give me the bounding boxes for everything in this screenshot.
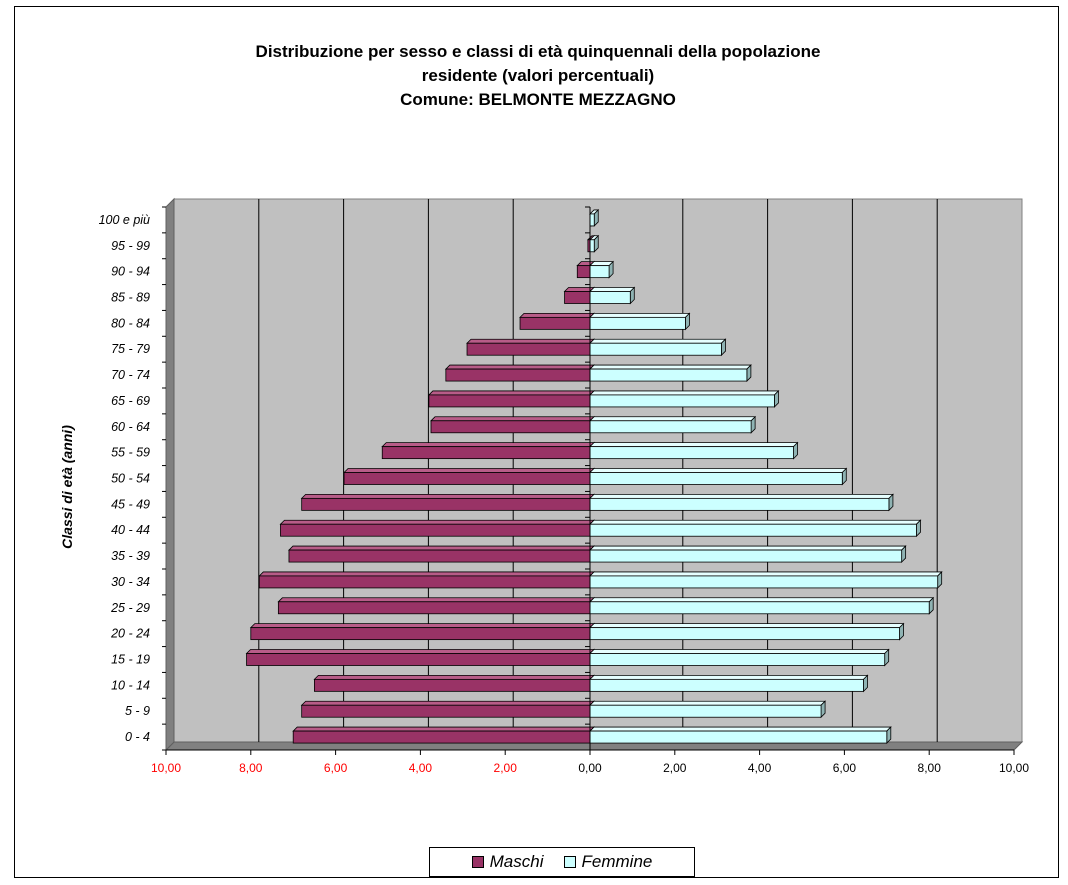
legend-swatch-femmine xyxy=(563,856,576,868)
legend-swatch-maschi xyxy=(471,856,484,868)
bar-maschi-1 xyxy=(300,700,595,719)
category-label: 90 - 94 xyxy=(111,265,150,279)
chart-title-line-1: Distribuzione per sesso e classi di età … xyxy=(255,42,821,61)
bar-femmine-13 xyxy=(589,389,780,408)
legend-item-maschi: Maschi xyxy=(471,852,544,872)
bar-maschi-8 xyxy=(279,519,595,538)
bar-maschi-15 xyxy=(466,338,595,357)
legend-label-maschi: Maschi xyxy=(489,852,544,871)
x-tick-label: 2,00 xyxy=(494,761,518,775)
bar-femmine-2 xyxy=(589,674,869,693)
bar-femmine-20 xyxy=(589,208,600,227)
x-tick-label: 4,00 xyxy=(748,761,772,775)
bar-femmine-7 xyxy=(589,545,907,564)
bar-maschi-4 xyxy=(249,622,595,641)
bar-femmine-4 xyxy=(589,622,905,641)
axes xyxy=(162,206,1015,755)
bar-femmine-0 xyxy=(589,726,892,745)
category-label: 15 - 19 xyxy=(111,653,150,667)
category-label: 55 - 59 xyxy=(111,446,150,460)
category-label: 10 - 14 xyxy=(111,678,150,692)
bar-maschi-2 xyxy=(313,674,595,693)
bar-maschi-13 xyxy=(427,389,595,408)
x-tick-label: 6,00 xyxy=(324,761,348,775)
bar-femmine-1 xyxy=(589,700,827,719)
category-label: 70 - 74 xyxy=(111,368,150,382)
category-label: 5 - 9 xyxy=(125,704,150,718)
y-axis-tick-labels: 0 - 4 5 - 9 10 - 14 15 - 19 20 - 24 25 - 29 30… xyxy=(99,213,150,744)
category-label: 50 - 54 xyxy=(111,472,150,486)
x-axis-tick-labels: 10,00 8,00 6,00 4,00 2,00 0,00 2,00 4,00 6,00 8,0… xyxy=(151,761,1029,775)
x-tick-label: 8,00 xyxy=(918,761,942,775)
category-label: 75 - 79 xyxy=(111,342,150,356)
bar-femmine-6 xyxy=(589,570,943,589)
legend-label-femmine: Femmine xyxy=(581,852,653,871)
x-tick-label: 4,00 xyxy=(409,761,433,775)
bar-maschi-14 xyxy=(444,364,595,383)
category-label: 80 - 84 xyxy=(111,316,150,330)
chart-title-line-2: residente (valori percentuali) xyxy=(421,66,655,85)
category-label: 35 - 39 xyxy=(111,549,150,563)
x-tick-label: 8,00 xyxy=(239,761,263,775)
chart-title-line-3: Comune: BELMONTE MEZZAGNO xyxy=(400,90,676,109)
bar-femmine-19 xyxy=(589,234,600,253)
bar-femmine-8 xyxy=(589,519,922,538)
bar-femmine-15 xyxy=(589,338,727,357)
x-tick-label: 6,00 xyxy=(833,761,857,775)
category-label: 60 - 64 xyxy=(111,420,150,434)
bar-femmine-11 xyxy=(589,441,799,460)
bar-femmine-5 xyxy=(589,596,935,615)
x-tick-label: 10,00 xyxy=(999,761,1029,775)
bar-maschi-0 xyxy=(292,726,595,745)
legend: Maschi Femmine xyxy=(429,847,695,877)
category-label: 40 - 44 xyxy=(111,523,150,537)
bar-maschi-12 xyxy=(430,415,595,434)
category-label: 65 - 69 xyxy=(111,394,150,408)
bar-femmine-17 xyxy=(589,286,636,305)
bar-maschi-7 xyxy=(287,545,595,564)
bar-maschi-9 xyxy=(300,493,595,512)
bar-maschi-16 xyxy=(519,312,595,331)
x-tick-label: 0,00 xyxy=(578,761,602,775)
x-tick-label: 2,00 xyxy=(663,761,687,775)
bar-femmine-16 xyxy=(589,312,691,331)
legend-item-femmine: Femmine xyxy=(563,852,653,872)
bar-maschi-5 xyxy=(277,596,595,615)
category-label: 30 - 34 xyxy=(111,575,150,589)
category-label: 25 - 29 xyxy=(110,601,150,615)
chart-title: Distribuzione per sesso e classi di età … xyxy=(0,40,1068,112)
category-label: 85 - 89 xyxy=(111,291,150,305)
bar-maschi-11 xyxy=(381,441,595,460)
x-tick-label: 10,00 xyxy=(151,761,181,775)
y-axis-label: Classi di età (anni) xyxy=(59,425,75,549)
category-label: 100 e più xyxy=(99,213,150,227)
bar-maschi-6 xyxy=(258,570,595,589)
bar-maschi-3 xyxy=(245,648,595,667)
bar-femmine-12 xyxy=(589,415,757,434)
category-label: 0 - 4 xyxy=(125,730,150,744)
bar-femmine-10 xyxy=(589,467,848,486)
bar-femmine-9 xyxy=(589,493,894,512)
plot-side-wall xyxy=(165,197,175,752)
bar-maschi-10 xyxy=(343,467,595,486)
bar-femmine-3 xyxy=(589,648,890,667)
category-label: 45 - 49 xyxy=(111,497,150,511)
bar-femmine-14 xyxy=(589,364,752,383)
category-label: 20 - 24 xyxy=(110,627,150,641)
category-label: 95 - 99 xyxy=(111,239,150,253)
bar-femmine-18 xyxy=(589,260,615,279)
